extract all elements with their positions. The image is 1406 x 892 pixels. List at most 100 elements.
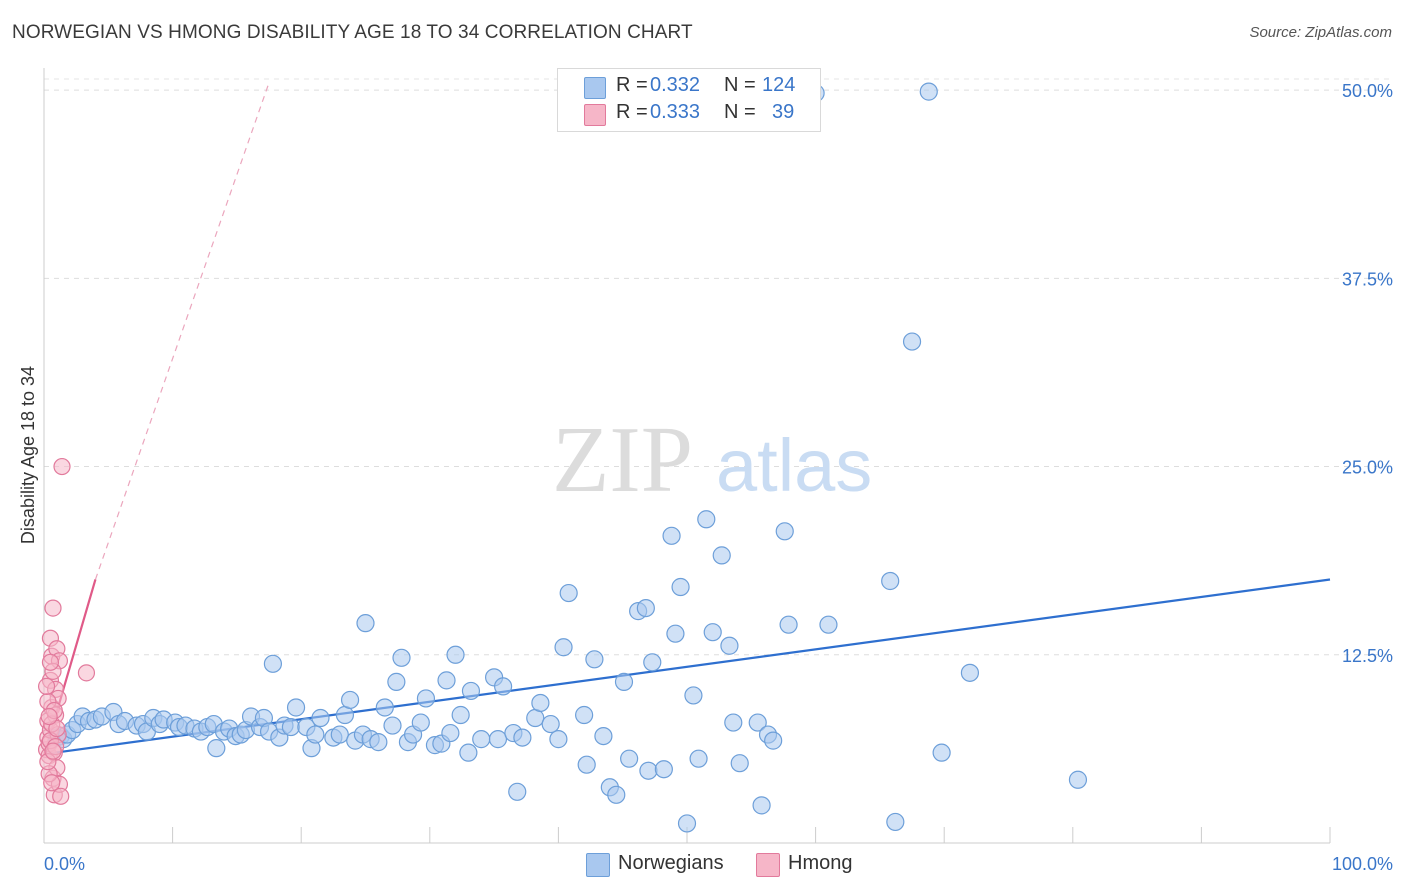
norwegian-point <box>488 730 508 749</box>
norwegian-point <box>594 726 613 746</box>
norwegian-point <box>703 623 722 642</box>
norwegian-point <box>639 761 658 780</box>
norwegian-point <box>775 522 794 541</box>
norwegian-point <box>748 713 767 732</box>
watermark-zip: ZIP <box>552 408 693 512</box>
stats-legend: R = 0.332 N = 124 R = 0.333 N = 39 <box>557 68 821 132</box>
norwegian-point <box>577 755 596 774</box>
legend-swatch-hmong <box>584 104 606 126</box>
source-credit: Source: ZipAtlas.com <box>1249 24 1392 41</box>
chart-title: NORWEGIAN VS HMONG DISABILITY AGE 18 TO … <box>12 22 693 43</box>
norwegian-point <box>411 713 430 732</box>
norwegian-point <box>330 725 349 744</box>
norwegian-point <box>671 577 690 597</box>
norwegian-point <box>508 782 527 801</box>
norwegian-point <box>677 814 697 833</box>
norwegian-point <box>666 624 685 643</box>
hmong-point <box>37 677 56 696</box>
hmong-point <box>48 719 66 738</box>
hmong-trend-extension <box>94 82 270 580</box>
norwegian-point <box>684 686 703 705</box>
bottom-legend-label-norwegians: Norwegians <box>618 852 724 874</box>
x-tick-label: 100.0% <box>1332 854 1393 874</box>
norwegian-point <box>459 743 478 762</box>
legend-n-value: 124 <box>762 74 796 96</box>
norwegian-point <box>960 663 980 682</box>
norwegian-point <box>559 583 578 603</box>
norwegian-point <box>881 571 900 591</box>
norwegian-point <box>724 713 743 732</box>
norwegian-point <box>526 708 545 728</box>
norwegian-point <box>886 812 905 832</box>
norwegian-point <box>416 689 436 708</box>
norwegian-point <box>712 546 731 565</box>
norwegian-point <box>306 725 325 744</box>
norwegian-point <box>607 785 626 804</box>
bottom-legend-swatch-hmong <box>756 853 780 877</box>
norwegian-point <box>764 731 783 750</box>
legend-r-value: 0.333 <box>650 101 701 123</box>
hmong-point <box>40 707 58 726</box>
norwegian-point <box>281 717 301 737</box>
norwegian-point <box>932 743 951 762</box>
norwegian-point <box>387 672 406 691</box>
norwegian-point <box>392 648 411 667</box>
norwegian-point <box>369 733 388 752</box>
norwegian-point <box>340 690 360 710</box>
y-tick-label: 50.0% <box>1342 81 1393 101</box>
norwegian-point <box>614 672 634 691</box>
norwegian-point <box>662 526 681 545</box>
bottom-legend-swatch-norwegians <box>586 853 610 877</box>
legend-n-label: N = <box>724 101 756 123</box>
y-tick-label: 12.5% <box>1342 646 1393 666</box>
norwegian-point <box>335 705 355 725</box>
norwegian-point <box>919 82 938 101</box>
norwegian-point <box>549 730 568 749</box>
norwegian-point <box>311 708 330 728</box>
grid-lines <box>44 78 1392 656</box>
legend-r-value: 0.332 <box>650 74 701 96</box>
tick-labels: 12.5% 25.0% 37.5% 50.0% 0.0% 100.0% <box>44 81 1393 874</box>
legend-n-value: 39 <box>772 101 795 123</box>
legend-swatch-norwegians <box>584 77 606 99</box>
watermark: ZIP atlas <box>552 408 872 512</box>
norwegian-point <box>697 510 716 529</box>
norwegian-point <box>437 671 456 690</box>
norwegian-point <box>513 728 532 747</box>
bottom-legend-label-hmong: Hmong <box>788 852 853 874</box>
norwegian-point <box>730 754 749 773</box>
norwegian-point <box>752 796 771 815</box>
norwegian-point <box>689 749 708 768</box>
x-tick-label: 0.0% <box>44 854 85 874</box>
legend-r-label: R = <box>616 101 648 123</box>
norwegian-point <box>356 614 375 633</box>
y-axis-title: Disability Age 18 to 34 <box>18 366 38 544</box>
hmong-point <box>77 664 96 682</box>
norwegian-point <box>286 698 306 717</box>
hmong-point <box>44 599 62 617</box>
norwegian-point <box>461 681 481 701</box>
norwegian-point <box>375 698 394 717</box>
norwegian-point <box>643 653 662 672</box>
hmong-point <box>41 653 60 671</box>
norwegian-point <box>494 677 513 696</box>
legend-n-label: N = <box>724 74 756 96</box>
hmong-point <box>52 787 70 805</box>
norwegian-point <box>819 615 838 634</box>
norwegian-point <box>620 749 639 768</box>
norwegian-point <box>720 636 739 655</box>
norwegian-point <box>472 730 491 749</box>
norwegian-point <box>636 598 655 618</box>
watermark-atlas: atlas <box>716 424 872 507</box>
norwegian-point <box>575 705 594 725</box>
y-tick-label: 37.5% <box>1342 269 1393 289</box>
norwegian-point <box>441 723 460 743</box>
hmong-point <box>44 742 62 760</box>
norwegian-point <box>207 739 226 758</box>
data-points <box>37 82 1088 833</box>
norwegian-point <box>554 638 573 657</box>
norwegian-point <box>531 693 550 713</box>
norwegian-point <box>446 645 465 664</box>
hmong-point <box>43 774 61 792</box>
norwegian-point <box>902 332 922 351</box>
